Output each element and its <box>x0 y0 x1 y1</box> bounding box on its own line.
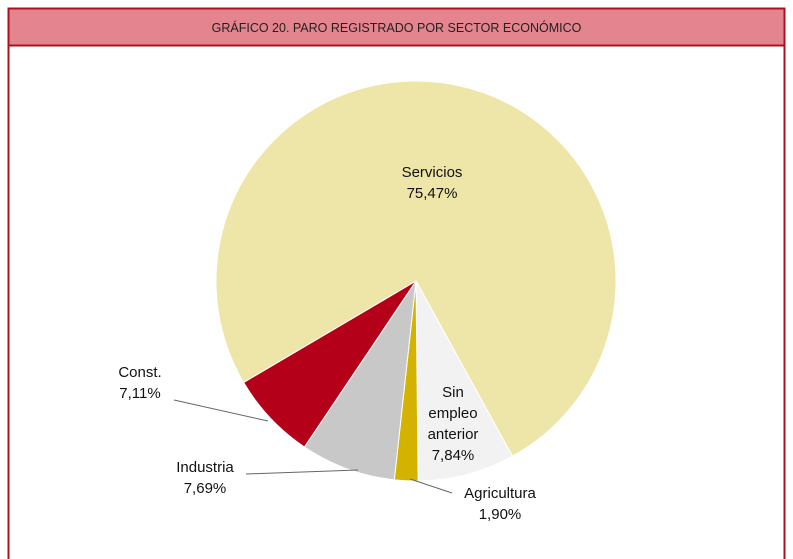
slice-value: 7,84% <box>431 447 475 464</box>
pie-slice <box>242 280 417 448</box>
slice-label: Industria <box>176 459 234 476</box>
pie-slice <box>215 80 617 457</box>
slice-label: Sin empleo anterior <box>427 384 479 443</box>
pie-slice <box>303 280 417 481</box>
chart-title: GRÁFICO 20. PARO REGISTRADO POR SECTOR E… <box>211 21 582 35</box>
slice-value: 75,47% <box>406 185 458 202</box>
slice-label: Servicios <box>401 164 463 181</box>
title-bar <box>7 7 786 47</box>
slice-label: Agricultura <box>464 485 536 502</box>
leader-line <box>245 469 359 475</box>
slice-value: 1,90% <box>478 506 522 523</box>
slice-label: Const. <box>118 364 162 381</box>
slice-value: 7,11% <box>119 385 161 402</box>
leader-line <box>173 399 269 422</box>
slice-value: 7,69% <box>183 480 227 497</box>
leader-line <box>409 478 453 494</box>
pie-slice <box>415 280 514 482</box>
